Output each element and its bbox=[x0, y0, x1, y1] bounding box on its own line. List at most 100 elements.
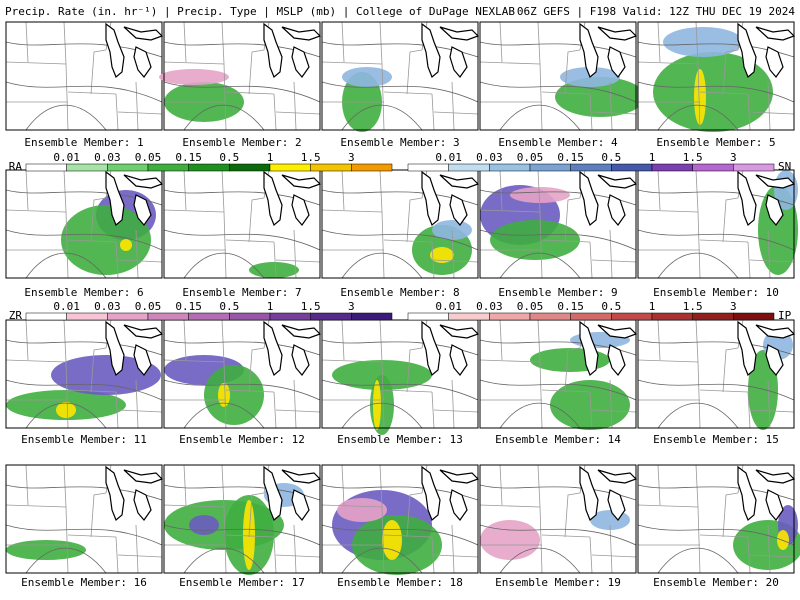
state-border bbox=[749, 554, 795, 558]
isobar bbox=[479, 81, 637, 103]
panel-label: Ensemble Member: 1 bbox=[24, 136, 143, 149]
isobar bbox=[657, 402, 739, 429]
legend-type: ZR bbox=[9, 309, 23, 322]
state-border bbox=[537, 319, 541, 363]
panel-label: Ensemble Member: 10 bbox=[653, 286, 779, 299]
legend-label: 0.15 bbox=[175, 151, 202, 164]
state-border bbox=[117, 111, 163, 115]
state-border bbox=[275, 111, 321, 115]
precip-area bbox=[663, 27, 743, 57]
isobar bbox=[341, 104, 423, 131]
legend-label: 0.03 bbox=[94, 151, 121, 164]
state-border bbox=[25, 21, 29, 63]
state-border bbox=[747, 241, 751, 279]
legend-label: 3 bbox=[348, 300, 355, 313]
legend-label: 0.01 bbox=[435, 151, 462, 164]
state-border bbox=[591, 259, 637, 263]
state-border bbox=[25, 169, 29, 211]
legend-label: 1.5 bbox=[301, 300, 321, 313]
state-border bbox=[67, 91, 117, 95]
isobar bbox=[341, 402, 423, 429]
legend-swatch bbox=[529, 163, 571, 172]
panel-label: Ensemble Member: 14 bbox=[495, 433, 621, 446]
isobar bbox=[5, 524, 163, 546]
legend-swatch bbox=[448, 312, 490, 321]
isobar bbox=[637, 229, 795, 251]
map-frame bbox=[637, 21, 795, 131]
legend-label: 1 bbox=[267, 300, 274, 313]
state-border bbox=[293, 81, 297, 131]
state-border bbox=[273, 93, 277, 131]
map-panel bbox=[159, 21, 322, 131]
great-lakes bbox=[737, 465, 796, 521]
panel-label: Ensemble Member: 16 bbox=[21, 576, 147, 589]
map-frame bbox=[321, 21, 479, 131]
legend-type: IP bbox=[778, 309, 792, 322]
state-border bbox=[90, 492, 107, 538]
legend-type: RA bbox=[9, 160, 23, 173]
legend-label: 3 bbox=[730, 151, 737, 164]
legend-swatch bbox=[147, 312, 189, 321]
state-border bbox=[221, 319, 225, 363]
legend: 0.01 0.03 0.05 0.15 0.5 1 1.5 3 RA bbox=[9, 151, 393, 173]
isobar bbox=[163, 524, 321, 546]
legend-swatch bbox=[25, 312, 67, 321]
state-border bbox=[115, 93, 119, 131]
legend-label: 0.5 bbox=[219, 300, 239, 313]
state-border bbox=[341, 464, 345, 506]
header-title: Precip. Rate (in. hr⁻¹) | Precip. Type |… bbox=[5, 5, 515, 18]
state-border bbox=[699, 239, 749, 243]
precip-area bbox=[120, 239, 132, 251]
map-panel bbox=[321, 464, 480, 575]
state-border bbox=[433, 409, 479, 413]
legend: 0.01 0.03 0.05 0.15 0.5 1 1.5 3 SN bbox=[407, 151, 791, 173]
legend-label: 1 bbox=[267, 151, 274, 164]
state-border bbox=[431, 536, 435, 574]
isobar bbox=[479, 379, 637, 401]
map-panel bbox=[479, 464, 638, 574]
isobar bbox=[183, 104, 265, 131]
state-border bbox=[609, 379, 613, 429]
state-border bbox=[183, 21, 187, 63]
legend-label: 0.03 bbox=[476, 151, 503, 164]
state-border bbox=[383, 389, 433, 393]
precip-area bbox=[694, 69, 706, 125]
legend-swatch bbox=[570, 163, 612, 172]
legend-swatch bbox=[147, 163, 189, 172]
legend-label: 0.15 bbox=[175, 300, 202, 313]
state-border bbox=[722, 492, 739, 538]
state-border bbox=[275, 409, 321, 413]
legend-swatch bbox=[407, 312, 449, 321]
legend-label: 0.03 bbox=[94, 300, 121, 313]
state-border bbox=[451, 524, 455, 574]
legend-label: 1 bbox=[649, 300, 656, 313]
legend-label: 1.5 bbox=[301, 151, 321, 164]
isobar bbox=[183, 547, 265, 574]
precip-area bbox=[480, 520, 540, 560]
panel-label: Ensemble Member: 17 bbox=[179, 576, 305, 589]
state-border bbox=[591, 111, 637, 115]
state-border bbox=[591, 409, 637, 413]
state-border bbox=[63, 319, 67, 363]
legend-swatch bbox=[692, 163, 734, 172]
legend-label: 0.03 bbox=[476, 300, 503, 313]
isobar bbox=[657, 547, 739, 574]
isobar bbox=[5, 229, 163, 251]
legend-swatch bbox=[489, 163, 531, 172]
state-border bbox=[341, 21, 345, 63]
isobar bbox=[637, 379, 795, 401]
state-border bbox=[722, 49, 739, 95]
legend-label: 1 bbox=[649, 151, 656, 164]
state-border bbox=[135, 524, 139, 574]
state-border bbox=[275, 259, 321, 263]
legend-swatch bbox=[692, 312, 734, 321]
state-border bbox=[225, 534, 275, 538]
legend-label: 0.01 bbox=[53, 300, 80, 313]
legend-label: 0.01 bbox=[435, 300, 462, 313]
state-border bbox=[406, 492, 423, 538]
state-border bbox=[767, 524, 771, 574]
state-border bbox=[499, 169, 503, 211]
map-background bbox=[5, 21, 163, 131]
isobar bbox=[479, 524, 637, 546]
legend-swatch bbox=[570, 312, 612, 321]
